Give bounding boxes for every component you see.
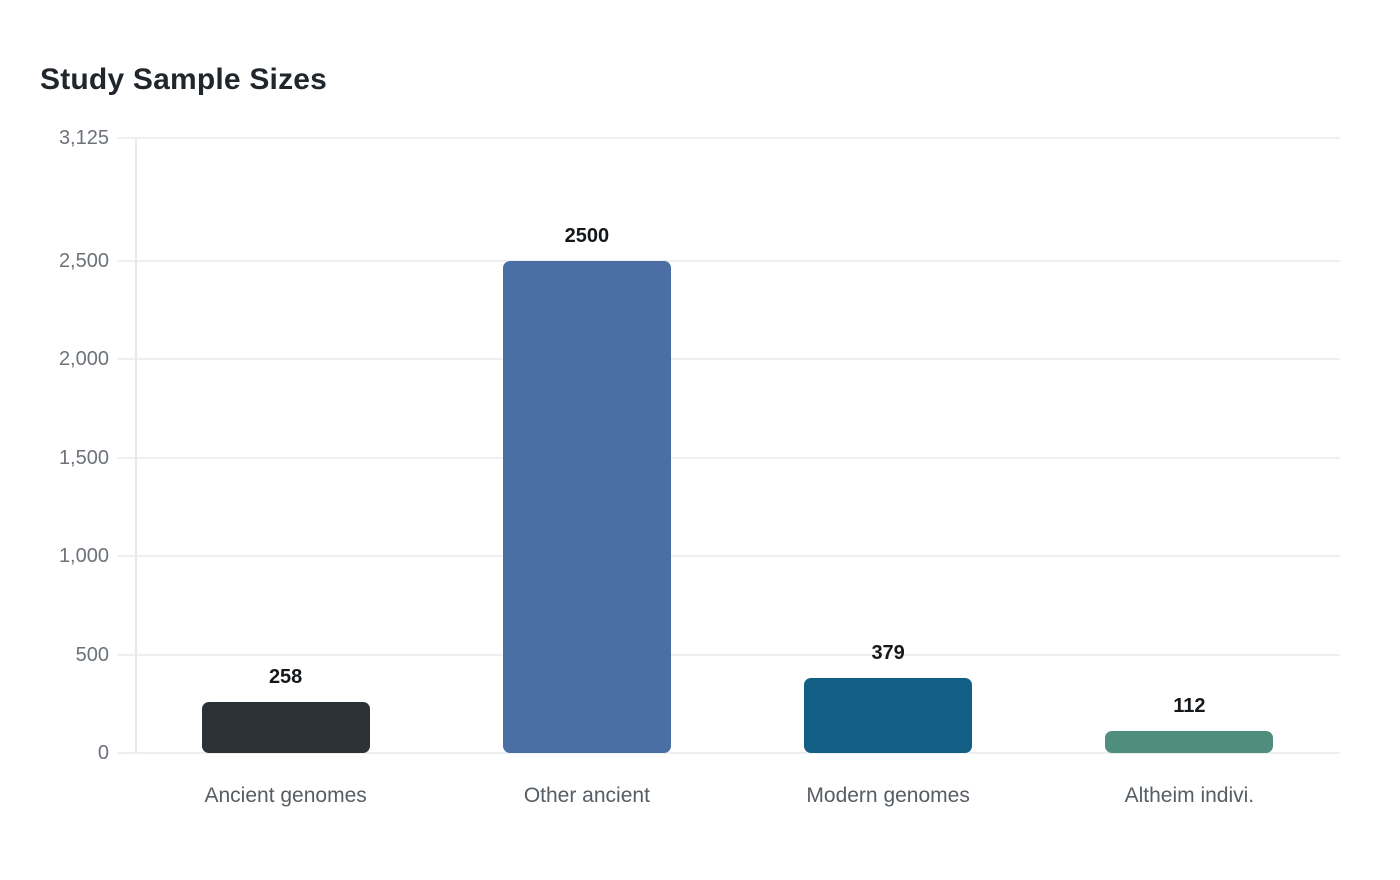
y-tick-label: 2,000: [58, 348, 109, 371]
x-category-label-other-ancient: Other ancient: [523, 784, 650, 807]
bar-other-ancient[interactable]: [502, 261, 671, 753]
gridline-2000: [117, 358, 1340, 361]
gridline-3125: [117, 137, 1340, 139]
y-tick-label: 3,125: [58, 127, 109, 149]
bar-altheim-indivi[interactable]: [1105, 730, 1274, 753]
gridline-0: [117, 752, 1340, 754]
bar-value-label-altheim-indivi: 112: [1173, 694, 1206, 717]
chart-title: Study Sample Sizes: [40, 63, 328, 96]
gridline-1000: [117, 555, 1340, 558]
gridline-2500: [117, 260, 1340, 262]
y-tick-label: 0: [97, 742, 109, 764]
y-tick-label: 1,000: [58, 545, 109, 568]
plot-area: 0 500 1,000 1,500 2,000 2,500 3,125 258 Ancient …: [59, 127, 1340, 807]
bar-value-label-ancient-genomes: 258: [268, 666, 303, 689]
y-tick-label: 500: [75, 643, 109, 666]
bar-ancient-genomes[interactable]: [201, 702, 370, 753]
x-category-label-ancient-genomes: Ancient genomes: [204, 784, 367, 807]
y-tick-label: 1,500: [58, 446, 109, 469]
y-axis-line: [135, 138, 137, 753]
x-category-label-altheim-indivi: Altheim indivi.: [1124, 784, 1255, 807]
gridline-1500: [117, 456, 1340, 459]
y-tick-label: 2,500: [58, 250, 109, 272]
x-category-label-modern-genomes: Modern genomes: [806, 784, 970, 807]
bar-value-label-modern-genomes: 379: [871, 642, 905, 665]
bar-modern-genomes[interactable]: [804, 678, 973, 753]
bar-value-label-other-ancient: 2500: [564, 225, 610, 247]
gridline-500: [117, 653, 1340, 656]
